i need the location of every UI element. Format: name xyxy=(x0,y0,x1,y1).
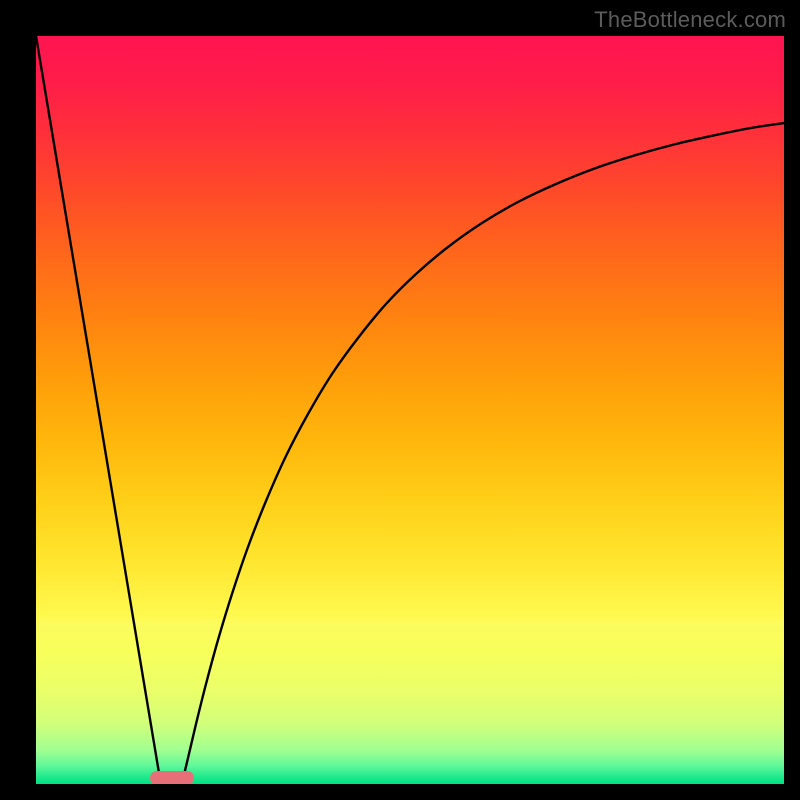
curve-left-branch xyxy=(36,36,160,779)
plot-area xyxy=(36,36,784,784)
frame-right xyxy=(784,0,800,800)
chart-svg xyxy=(36,36,784,784)
minimum-marker xyxy=(150,771,194,784)
curve-right-branch xyxy=(183,123,784,779)
chart-root: { "attribution": { "text": "TheBottlenec… xyxy=(0,0,800,800)
frame-bottom xyxy=(0,784,800,800)
attribution-text: TheBottleneck.com xyxy=(594,7,786,33)
frame-left xyxy=(0,0,36,800)
